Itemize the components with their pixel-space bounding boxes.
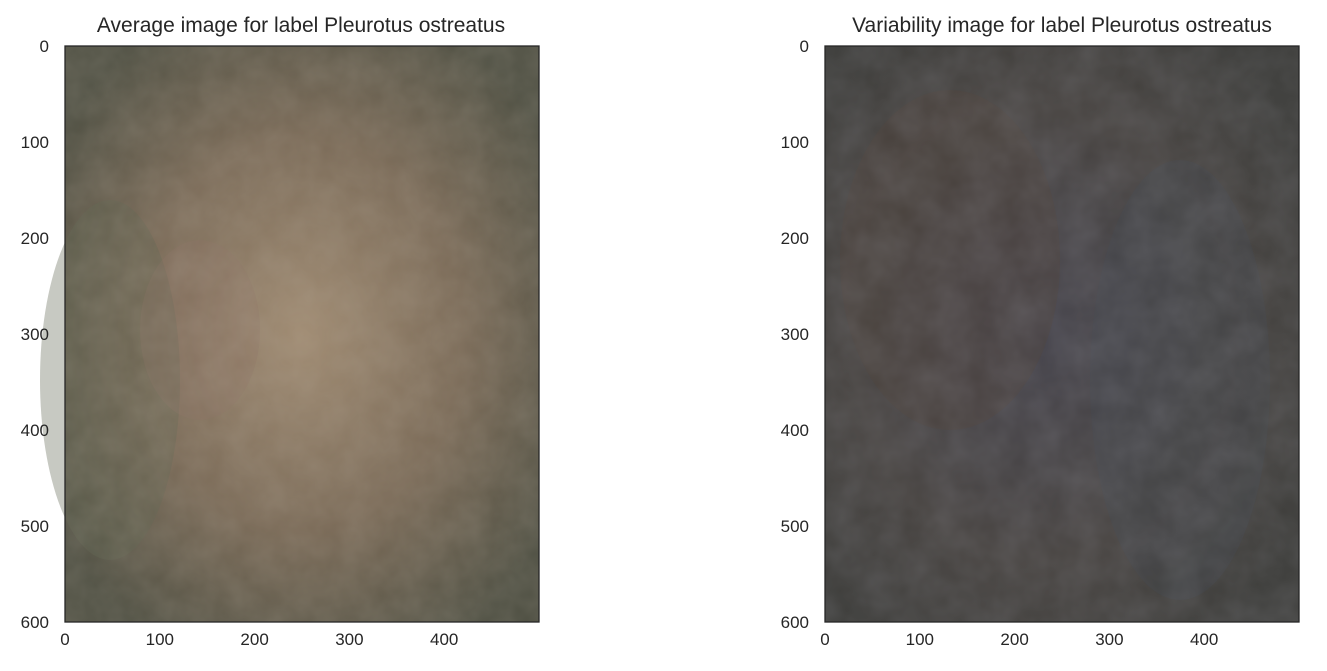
average-image-x-tick-label: 100 — [146, 630, 174, 649]
variability-image-y-tick-label: 500 — [781, 517, 809, 536]
average-image-x-tick-label: 0 — [60, 630, 69, 649]
average-image-y-tick-label: 100 — [21, 133, 49, 152]
average-image-axes: 0 100 200 300 400 0 100 200 300 400 500 600 — [21, 37, 459, 649]
variability-image-y-tick-label: 300 — [781, 325, 809, 344]
average-image-title: Average image for label Pleurotus ostrea… — [97, 14, 505, 37]
variability-image-texture — [825, 46, 1299, 622]
average-image-y-tick-label: 300 — [21, 325, 49, 344]
average-image-x-tick-label: 300 — [335, 630, 363, 649]
variability-image-x-tick-label: 0 — [820, 630, 829, 649]
variability-image-y-tick-label: 100 — [781, 133, 809, 152]
average-image-x-tick-label: 200 — [240, 630, 268, 649]
average-image-x-tick-label: 400 — [430, 630, 458, 649]
average-image-panel: Average image for label Pleurotus ostrea… — [21, 14, 540, 649]
variability-image-title: Variability image for label Pleurotus os… — [852, 14, 1272, 37]
variability-image-x-tick-label: 400 — [1190, 630, 1218, 649]
average-image-y-tick-label: 600 — [21, 613, 49, 632]
variability-image-panel: Variability image for label Pleurotus os… — [781, 14, 1300, 649]
average-image-y-tick-label: 400 — [21, 421, 49, 440]
variability-image-x-tick-label: 100 — [906, 630, 934, 649]
variability-image-y-tick-label: 0 — [800, 37, 809, 56]
average-image-frame — [64, 45, 540, 623]
variability-image-axes: 0 100 200 300 400 0 100 200 300 400 500 600 — [781, 37, 1219, 649]
variability-image-y-tick-label: 400 — [781, 421, 809, 440]
variability-image-y-tick-label: 200 — [781, 229, 809, 248]
average-image-y-tick-label: 200 — [21, 229, 49, 248]
average-image-y-tick-label: 0 — [40, 37, 49, 56]
average-image-y-tick-label: 500 — [21, 517, 49, 536]
variability-image-frame — [824, 45, 1300, 623]
variability-image-x-tick-label: 300 — [1095, 630, 1123, 649]
variability-image-heatmap — [825, 46, 1299, 622]
variability-image-y-tick-label: 600 — [781, 613, 809, 632]
average-image-heatmap — [40, 46, 539, 622]
variability-image-x-tick-label: 200 — [1000, 630, 1028, 649]
average-image-texture — [65, 46, 539, 622]
